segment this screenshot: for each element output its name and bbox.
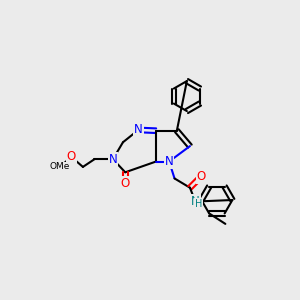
Text: N: N xyxy=(134,123,143,136)
Text: N: N xyxy=(165,155,173,168)
Text: N: N xyxy=(109,153,117,166)
Text: N: N xyxy=(191,195,200,208)
Text: H: H xyxy=(195,199,202,209)
Text: O: O xyxy=(67,150,76,164)
Text: OMe: OMe xyxy=(50,162,70,171)
Text: O: O xyxy=(121,177,130,190)
Text: O: O xyxy=(197,169,206,183)
